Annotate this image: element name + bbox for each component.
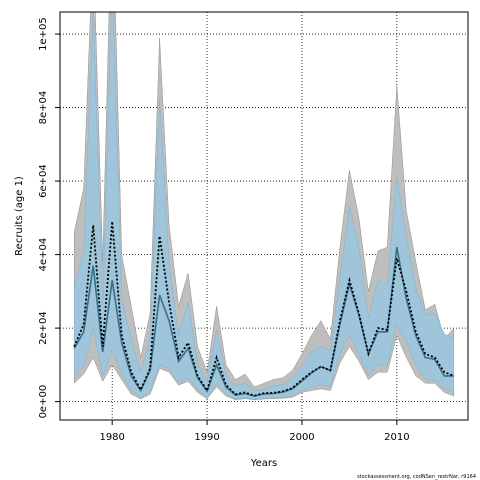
y-tick-label-5: 1e+05 bbox=[38, 17, 49, 51]
inner-confidence-band bbox=[73, 12, 455, 400]
footer-text: stockassessment.org, codNSen_restrNar, r… bbox=[357, 474, 476, 480]
x-tick-label-0: 1980 bbox=[99, 432, 124, 443]
y-tick-label-1: 2e+04 bbox=[38, 311, 49, 345]
confidence-bands bbox=[73, 12, 455, 401]
x-tick-label-1: 1990 bbox=[194, 432, 219, 443]
estimate-line bbox=[73, 221, 455, 397]
y-tick-label-2: 4e+04 bbox=[38, 238, 49, 272]
y-tick-label-4: 8e+04 bbox=[38, 91, 49, 125]
x-tick-label-3: 2010 bbox=[384, 432, 409, 443]
x-axis: 1980 1990 2000 2010 bbox=[99, 420, 410, 443]
series-lines bbox=[73, 221, 455, 397]
y-axis-title: Recruits (age 1) bbox=[14, 176, 25, 256]
y-axis: 0e+00 2e+04 4e+04 6e+04 8e+04 1e+05 bbox=[38, 17, 60, 418]
y-tick-label-0: 0e+00 bbox=[38, 385, 49, 419]
plot-frame bbox=[59, 11, 469, 421]
x-axis-title: Years bbox=[250, 458, 277, 469]
x-tick-label-2: 2000 bbox=[289, 432, 314, 443]
y-tick-label-3: 6e+04 bbox=[38, 164, 49, 198]
